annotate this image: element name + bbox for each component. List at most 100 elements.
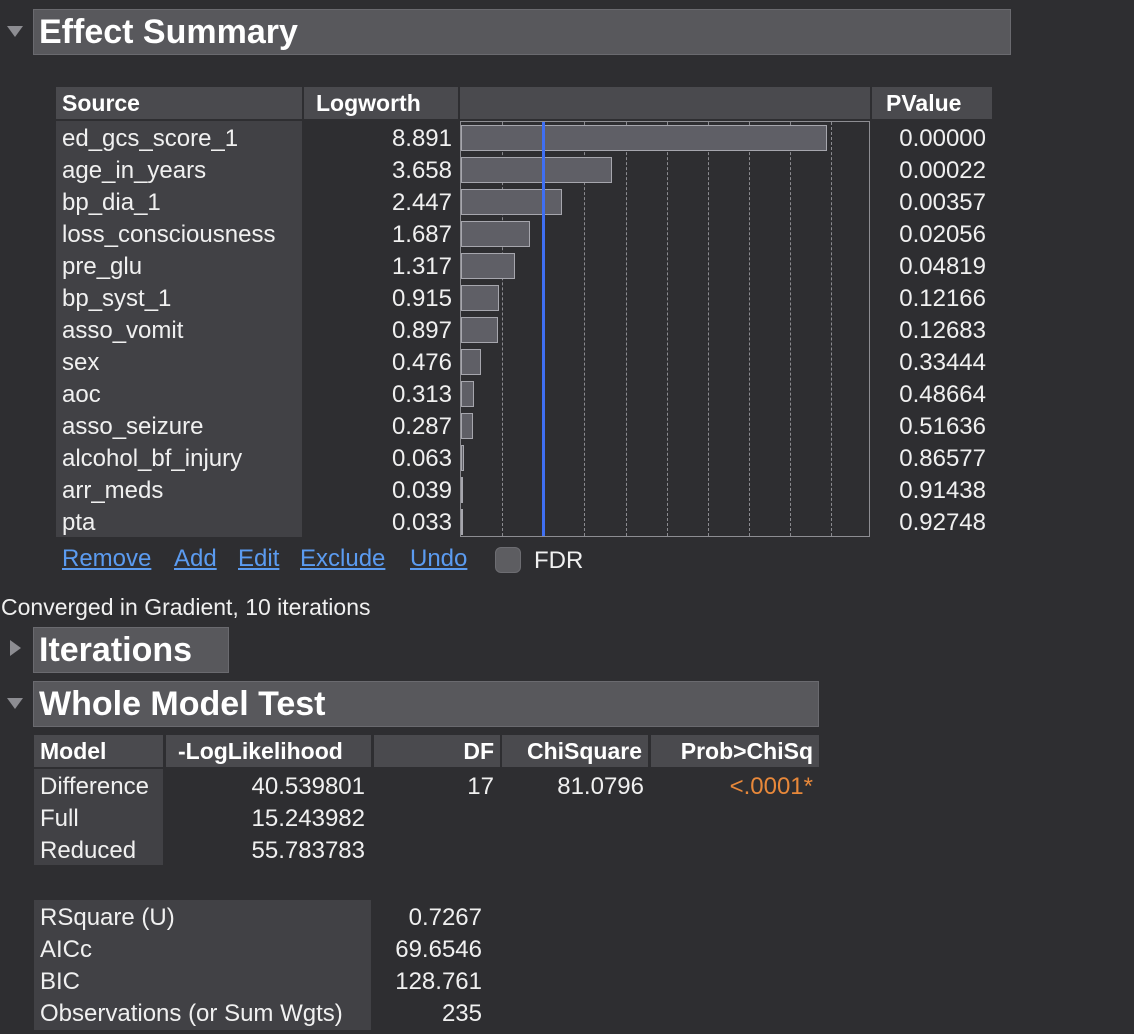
logworth-cell: 0.033 <box>391 509 452 536</box>
source-cell: sex <box>62 349 100 376</box>
chisquare-column-header: ChiSquare <box>502 735 648 767</box>
source-cell: aoc <box>62 381 101 408</box>
effect-summary-header[interactable]: Effect Summary <box>33 9 1011 55</box>
logworth-bar-chart <box>460 121 870 537</box>
pvalue-column-header: PValue <box>872 87 992 119</box>
gridline <box>707 122 709 536</box>
logworth-cell: 1.317 <box>391 253 452 280</box>
pvalue-cell: 0.33444 <box>899 349 986 376</box>
whole-model-test-title: Whole Model Test <box>39 685 326 723</box>
logworth-cell: 2.447 <box>391 189 452 216</box>
source-cell: asso_seizure <box>62 413 204 440</box>
pvalue-cell: 0.12683 <box>899 317 986 344</box>
chisquare-cell <box>502 803 644 835</box>
logworth-cell: 0.313 <box>391 381 452 408</box>
model-cell: Reduced <box>40 837 137 864</box>
gridline <box>666 122 668 536</box>
source-cell: ed_gcs_score_1 <box>62 125 239 152</box>
logworth-cell: 0.915 <box>391 285 452 312</box>
df-cell <box>374 803 494 835</box>
logworth-cell: 0.287 <box>391 413 452 440</box>
collapse-triangle-icon[interactable] <box>7 26 23 37</box>
loglikelihood-cell: 55.783783 <box>251 837 365 864</box>
logworth-cell: 0.063 <box>391 445 452 472</box>
source-cell: pta <box>62 509 96 536</box>
source-cell: bp_syst_1 <box>62 285 172 312</box>
chisquare-cell <box>502 835 644 867</box>
source-cell: age_in_years <box>62 157 207 184</box>
expand-triangle-icon[interactable] <box>10 640 21 656</box>
logworth-bar <box>461 157 612 183</box>
logworth-bar <box>461 125 827 151</box>
add-link[interactable]: Add <box>174 545 217 572</box>
fdr-checkbox[interactable] <box>495 547 521 573</box>
logworth-cell: 0.039 <box>391 477 452 504</box>
model-column-background <box>34 769 163 865</box>
stat-value: 235 <box>441 1000 482 1027</box>
stat-label: AICc <box>40 936 93 963</box>
stat-label: BIC <box>40 968 81 995</box>
logworth-bar <box>461 285 499 311</box>
pvalue-cell: 0.12166 <box>899 285 986 312</box>
logworth-bar-column-header <box>460 87 870 119</box>
stat-value: 69.6546 <box>395 936 482 963</box>
pvalue-cell: 0.04819 <box>899 253 986 280</box>
logworth-bar <box>461 189 562 215</box>
iterations-title: Iterations <box>39 631 193 669</box>
pvalue-cell: 0.02056 <box>899 221 986 248</box>
pvalue-cell: 0.00357 <box>899 189 986 216</box>
logworth-bar <box>461 477 463 503</box>
loglikelihood-column-header: -LogLikelihood <box>166 735 371 767</box>
logworth-cell: 0.476 <box>391 349 452 376</box>
chisquare-cell: 81.0796 <box>557 773 644 800</box>
logworth-bar <box>461 221 531 247</box>
remove-link[interactable]: Remove <box>62 545 152 572</box>
logworth-bar <box>461 509 463 535</box>
model-cell: Difference <box>40 773 149 800</box>
gridline <box>502 122 504 536</box>
logworth-cell: 0.897 <box>391 317 452 344</box>
source-column-background <box>56 121 302 537</box>
gridline <box>831 122 833 536</box>
source-cell: alcohol_bf_injury <box>62 445 243 472</box>
whole-model-test-header[interactable]: Whole Model Test <box>33 681 819 727</box>
collapse-triangle-icon[interactable] <box>7 698 23 709</box>
logworth-cell: 3.658 <box>391 157 452 184</box>
prob-chisq-cell: <.0001* <box>729 773 813 800</box>
logworth-bar <box>461 349 481 375</box>
pvalue-cell: 0.92748 <box>899 509 986 536</box>
logworth-cell: 8.891 <box>391 125 452 152</box>
logworth-bar <box>461 253 516 279</box>
pvalue-cell: 0.00000 <box>899 125 986 152</box>
stat-value: 0.7267 <box>408 904 482 931</box>
iterations-header[interactable]: Iterations <box>33 627 229 673</box>
source-cell: arr_meds <box>62 477 164 504</box>
significance-reference-line <box>542 122 546 536</box>
stats-label-background <box>34 900 371 1030</box>
stat-value: 128.761 <box>395 968 482 995</box>
pvalue-cell: 0.48664 <box>899 381 986 408</box>
logworth-bar <box>461 381 474 407</box>
logworth-cell: 1.687 <box>391 221 452 248</box>
gridline <box>749 122 751 536</box>
gridline <box>584 122 586 536</box>
fdr-label: FDR <box>534 547 584 574</box>
edit-link[interactable]: Edit <box>238 545 280 572</box>
effect-summary-title: Effect Summary <box>39 13 298 51</box>
pvalue-cell: 0.91438 <box>899 477 986 504</box>
undo-link[interactable]: Undo <box>410 545 468 572</box>
loglikelihood-cell: 15.243982 <box>251 805 365 832</box>
source-cell: asso_vomit <box>62 317 184 344</box>
logworth-bar <box>461 413 473 439</box>
logworth-column-header: Logworth <box>304 87 458 119</box>
source-cell: pre_glu <box>62 253 143 280</box>
source-column-header: Source <box>56 87 302 119</box>
stat-label: Observations (or Sum Wgts) <box>40 1000 343 1027</box>
pvalue-cell: 0.86577 <box>899 445 986 472</box>
prob-chisq-cell <box>651 803 813 835</box>
exclude-link[interactable]: Exclude <box>300 545 386 572</box>
convergence-status: Converged in Gradient, 10 iterations <box>1 594 371 620</box>
gridline <box>625 122 627 536</box>
logworth-bar <box>461 317 498 343</box>
model-column-header: Model <box>34 735 163 767</box>
